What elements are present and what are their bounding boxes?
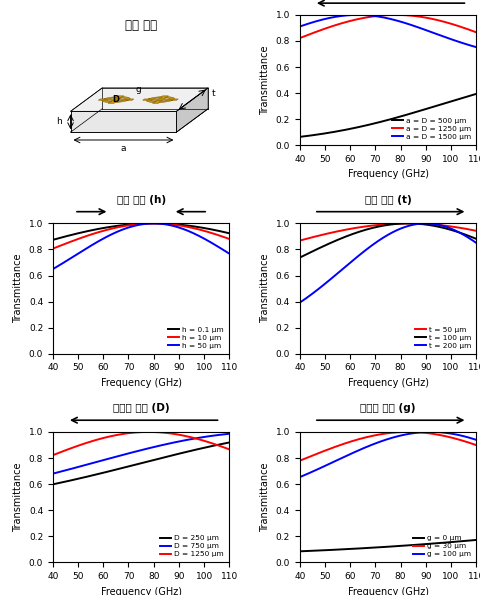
Text: g: g	[135, 85, 141, 95]
Title: 공진기 간격 (g): 공진기 간격 (g)	[360, 403, 415, 413]
X-axis label: Frequency (GHz): Frequency (GHz)	[347, 378, 428, 388]
Polygon shape	[165, 96, 174, 99]
X-axis label: Frequency (GHz): Frequency (GHz)	[100, 378, 181, 388]
Polygon shape	[143, 99, 178, 100]
Legend: t = 50 μm, t = 100 μm, t = 200 μm: t = 50 μm, t = 100 μm, t = 200 μm	[412, 325, 471, 350]
Polygon shape	[148, 96, 161, 99]
Polygon shape	[71, 88, 208, 111]
Polygon shape	[146, 100, 156, 102]
Polygon shape	[103, 96, 117, 99]
X-axis label: Frequency (GHz): Frequency (GHz)	[100, 587, 181, 595]
Title: 금속 너비 (t): 금속 너비 (t)	[364, 195, 410, 205]
Text: 단위 구조: 단위 구조	[125, 19, 157, 32]
Polygon shape	[176, 88, 208, 132]
Y-axis label: Transmittance: Transmittance	[260, 462, 270, 532]
Polygon shape	[71, 111, 176, 132]
Polygon shape	[120, 96, 130, 99]
Text: h: h	[56, 117, 61, 126]
Legend: D = 250 μm, D = 750 μm, D = 1250 μm: D = 250 μm, D = 750 μm, D = 1250 μm	[158, 534, 225, 559]
Title: 금속 두꺼 (h): 금속 두꺼 (h)	[116, 195, 165, 205]
Polygon shape	[108, 96, 124, 104]
X-axis label: Frequency (GHz): Frequency (GHz)	[347, 587, 428, 595]
Legend: a = D = 500 μm, a = D = 1250 μm, a = D = 1500 μm: a = D = 500 μm, a = D = 1250 μm, a = D =…	[389, 117, 471, 142]
Y-axis label: Transmittance: Transmittance	[260, 254, 270, 323]
Y-axis label: Transmittance: Transmittance	[260, 45, 270, 115]
Polygon shape	[152, 96, 168, 104]
Title: 공진기 직경 (D): 공진기 직경 (D)	[112, 403, 169, 413]
Polygon shape	[159, 100, 172, 102]
Polygon shape	[115, 100, 128, 102]
X-axis label: Frequency (GHz): Frequency (GHz)	[347, 170, 428, 180]
Text: D: D	[112, 95, 120, 104]
Polygon shape	[98, 99, 133, 100]
Legend: g = 0 μm, g = 30 μm, g = 100 μm: g = 0 μm, g = 30 μm, g = 100 μm	[410, 534, 471, 559]
Text: a: a	[120, 144, 126, 153]
Legend: h = 0.1 μm, h = 10 μm, h = 50 μm: h = 0.1 μm, h = 10 μm, h = 50 μm	[167, 325, 225, 350]
Y-axis label: Transmittance: Transmittance	[13, 254, 23, 323]
Polygon shape	[71, 109, 208, 132]
Y-axis label: Transmittance: Transmittance	[13, 462, 23, 532]
Polygon shape	[102, 100, 111, 102]
Text: t: t	[211, 89, 215, 98]
